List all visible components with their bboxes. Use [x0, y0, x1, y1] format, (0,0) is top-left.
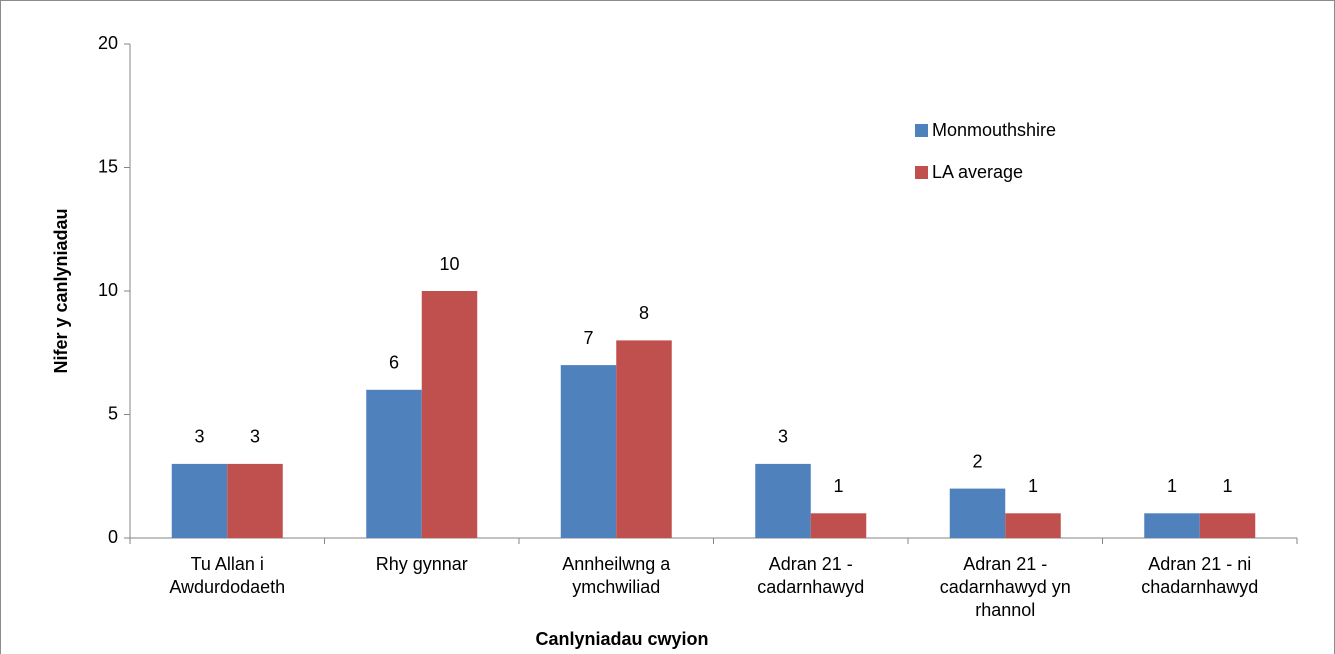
x-tick-label: Adran 21 - ni chadarnhawyd	[1141, 554, 1259, 597]
bar	[1005, 513, 1061, 538]
x-tick-label: Annheilwng a ymchwiliad	[562, 554, 671, 597]
y-tick-label: 0	[108, 527, 118, 547]
data-label: 1	[1167, 476, 1177, 496]
data-label: 1	[833, 476, 843, 496]
y-tick-label: 20	[98, 33, 118, 53]
legend-label: Monmouthshire	[932, 120, 1056, 140]
bar	[227, 463, 283, 538]
bar	[810, 513, 867, 538]
bar	[949, 488, 1006, 538]
legend-swatch	[915, 166, 928, 179]
bar	[421, 291, 478, 538]
bar	[755, 463, 811, 538]
data-label: 6	[389, 353, 399, 373]
data-label: 3	[778, 427, 788, 447]
bar	[366, 389, 422, 538]
legend-swatch	[915, 124, 928, 137]
data-label: 1	[1222, 476, 1232, 496]
data-label: 2	[972, 451, 982, 471]
legend-label: LA average	[932, 162, 1023, 182]
data-label: 10	[439, 254, 459, 274]
y-tick-label: 10	[98, 280, 118, 300]
bar	[616, 340, 672, 538]
x-tick-label: Adran 21 - cadarnhawyd yn rhannol	[939, 554, 1071, 620]
data-label: 8	[639, 303, 649, 323]
y-axis-title: Nifer y canlyniadau	[51, 208, 71, 373]
bar	[1144, 513, 1200, 538]
data-label: 1	[1028, 476, 1038, 496]
data-label: 7	[583, 328, 593, 348]
bar	[1199, 513, 1256, 538]
x-tick-label: Rhy gynnar	[375, 554, 468, 574]
data-label: 3	[194, 427, 204, 447]
bar	[560, 365, 617, 538]
y-tick-label: 15	[98, 156, 118, 176]
x-tick-label: Tu Allan i Awdurdodaeth	[169, 554, 286, 597]
x-axis-title: Canlyniadau cwyion	[535, 629, 708, 649]
bar	[171, 463, 228, 538]
x-tick-label: Adran 21 - cadarnhawyd	[757, 554, 865, 597]
y-tick-label: 5	[108, 403, 118, 423]
data-label: 3	[250, 427, 260, 447]
